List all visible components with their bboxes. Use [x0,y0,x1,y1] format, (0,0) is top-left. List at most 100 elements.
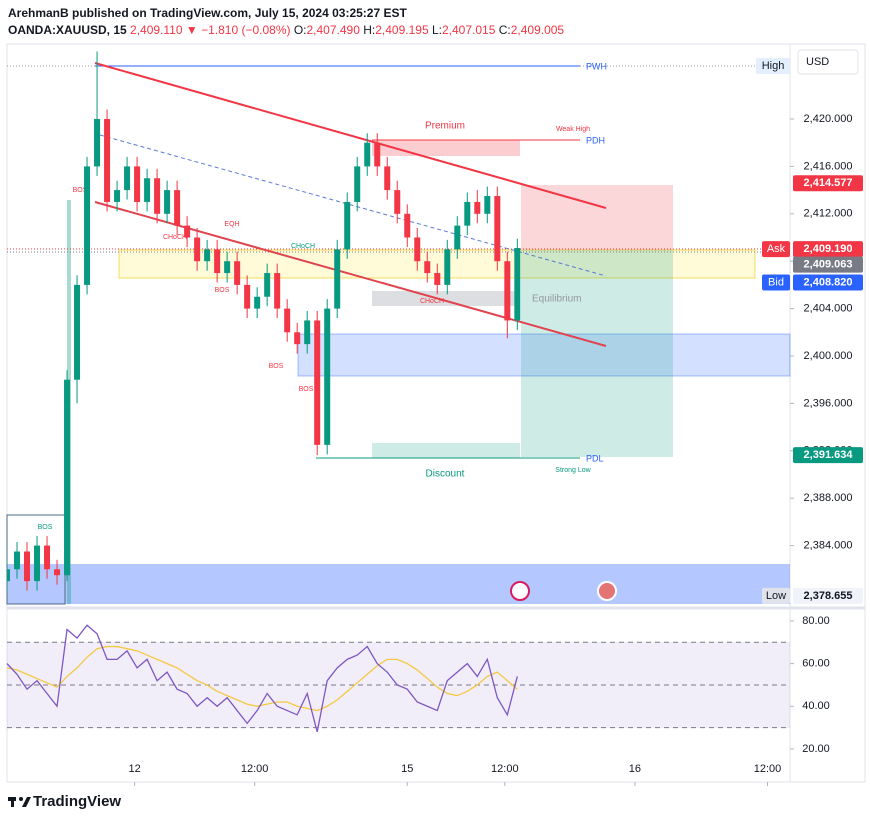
candle-body [164,190,171,214]
candle-body [494,196,501,262]
candle-body [244,284,251,309]
candle-body [444,249,451,285]
candle-body [484,196,491,214]
equilibrium-zone [372,291,520,306]
currency-button[interactable] [797,49,859,75]
stop-zone [521,185,673,250]
candle-body [7,569,10,582]
candle-body [354,166,361,202]
candle-body [474,201,481,214]
last-price: 2,409.110 [130,23,183,37]
x-tick-label: 12:00 [491,763,519,775]
currency: USD [806,56,829,68]
pwh-label: PWH [586,61,607,71]
candle-body [174,190,181,226]
candles [7,51,521,591]
header: ArehmanB published on TradingView.com, J… [8,5,564,39]
y-tick-label: 2,420.000 [804,113,853,125]
candle-body [314,320,321,445]
symbol-line: OANDA:XAUUSD, 15 2,409.110 ▼ −1.810 (−0.… [8,22,564,39]
structure-label: BOS [299,386,314,393]
candle-body [394,190,401,214]
channel-bottom [94,201,607,347]
candle-body [384,166,391,191]
strong-low-label: Strong Low [555,467,591,474]
structure-label: CHoCH [420,298,444,305]
candle-body [264,273,271,297]
price-tag: Ask [767,243,786,255]
pdl-label: PDL [586,453,604,463]
y-tick-label: 2,404.000 [804,303,853,315]
candle-body [114,190,121,202]
candle-body [334,249,341,309]
price-label-bg [793,175,863,192]
candle-body [304,320,311,345]
price-label: 2,409.190 [804,243,853,255]
structure-label: CHoCH [291,243,315,250]
candle-body [284,308,291,333]
structure-label: EQH [224,221,239,228]
price-tag-bg [762,274,790,291]
candle-body [324,308,331,445]
event-icon[interactable] [510,581,530,601]
ohlc-key: L: [431,23,442,37]
price-label: 2,391.634 [804,449,854,461]
candle-body [54,569,61,576]
price-tag: Low [766,590,786,602]
candle-body [64,379,71,576]
candle-body [184,225,191,238]
ohlc-value: 2,409.195 [375,23,429,37]
y-tick-label: 60.00 [802,658,830,670]
candle-body [254,296,261,309]
pdh-label: PDH [586,135,605,145]
price-tag-bg [762,241,790,258]
y-tick-label: 2,400.000 [804,350,853,362]
price-label: 2,408.820 [804,276,853,288]
candle-body [104,119,111,202]
price-label-bg [793,587,863,604]
structure-label: CHoCH [163,234,187,241]
demand-zone [7,564,790,604]
symbol: OANDA:XAUUSD, 15 [8,23,127,37]
x-tick-label: 12:00 [754,763,782,775]
candle-body [454,225,461,250]
candle-body [514,248,521,321]
candle-body [134,166,141,202]
x-tick-label: 15 [401,763,413,775]
flag-icon[interactable] [597,581,617,601]
candle-body [74,284,81,380]
y-tick-label: 2,416.000 [804,160,853,172]
ohlc-key: O: [293,23,307,37]
structure-label: BOS [73,187,88,194]
brand-logo [8,797,31,807]
candle-body [464,201,471,226]
price-label: 2,409.063 [804,259,853,271]
candle-body [344,201,351,250]
candle-body [84,166,91,285]
price-label: 2,378.655 [804,590,853,602]
candle-body [194,237,201,262]
structure-label: BOS [38,524,53,531]
candle-body [404,213,411,238]
y-tick-label: 2,412.000 [804,208,853,220]
channel-top [94,62,607,209]
channel-mid [99,134,607,277]
ohlc-key: C: [498,23,511,37]
equilibrium-label: Equilibrium [532,294,581,305]
candle-body [24,551,31,582]
price-label-bg [793,241,863,258]
x-tick-label: 12 [128,763,140,775]
price-label-bg [793,447,863,464]
frame [6,43,866,783]
discount-zone [372,443,520,458]
candle-body [34,545,41,582]
candle-body [214,249,221,274]
price-tag-bg [762,587,790,604]
candle-body [144,178,151,202]
candle-body [124,166,131,191]
price-tag: Bid [768,276,784,288]
ohlc-value: 2,407.015 [441,23,496,37]
rsi-line [6,624,518,733]
ohlc-key: H: [363,23,376,37]
